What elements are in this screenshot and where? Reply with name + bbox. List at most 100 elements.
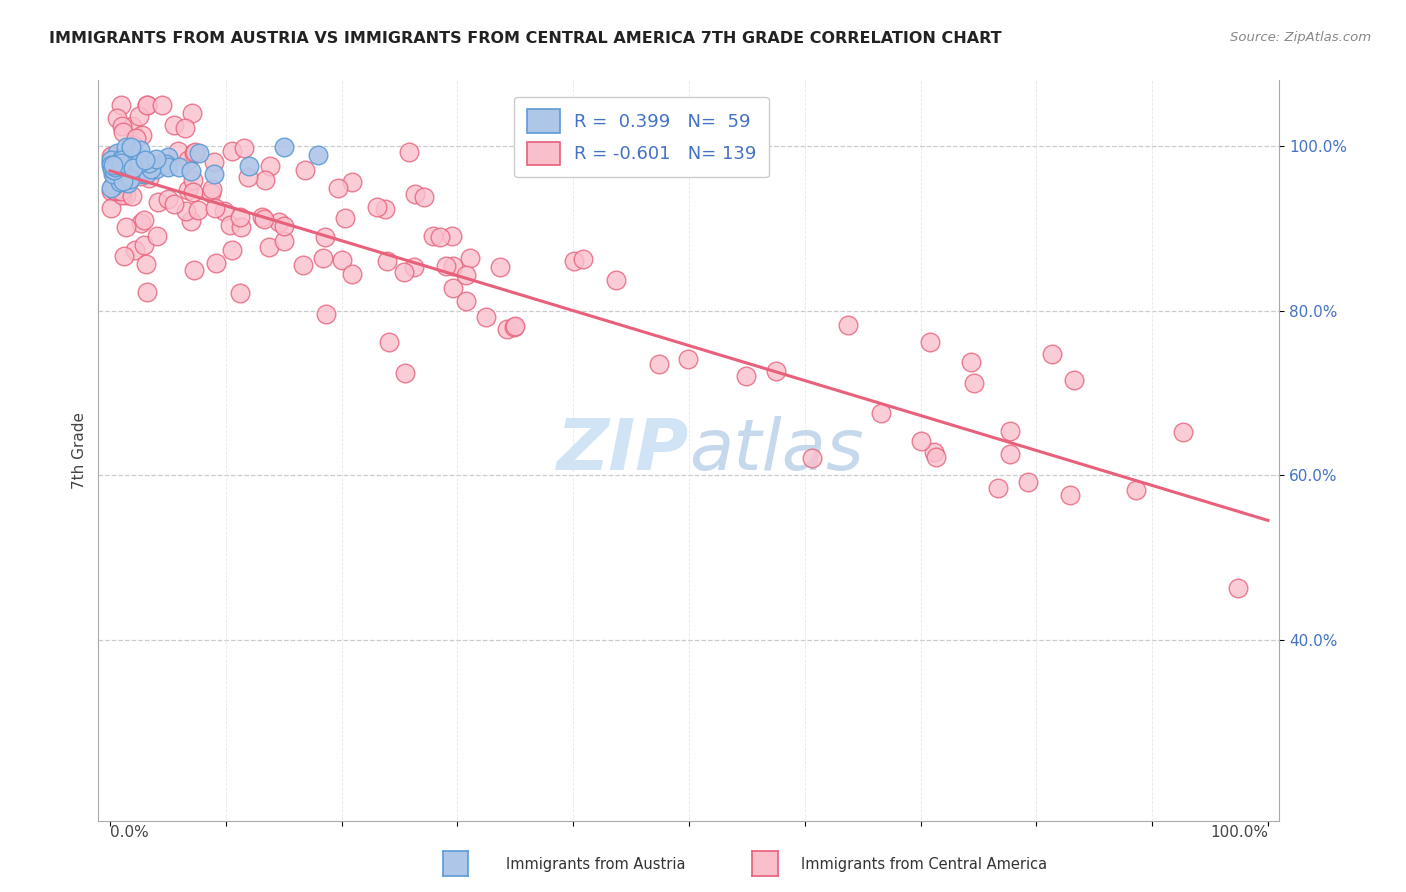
Point (115, 187, 138, 202)
Point (103, 168, 125, 182)
Point (441, 281, 464, 295)
Point (105, 152, 128, 166)
Point (134, 212, 156, 227)
Point (135, 98, 157, 112)
Point (136, 285, 159, 300)
Point (180, 164, 202, 178)
Point (110, 185, 132, 199)
Point (314, 230, 336, 244)
Point (183, 185, 205, 199)
Point (918, 334, 941, 349)
Point (105, 111, 128, 125)
Point (998, 447, 1021, 461)
Point (429, 229, 451, 244)
Point (127, 155, 149, 169)
Point (104, 183, 127, 197)
Point (117, 153, 139, 168)
Point (378, 334, 401, 349)
Point (342, 175, 364, 189)
Point (1171, 425, 1194, 439)
Point (129, 169, 152, 183)
Point (1000, 424, 1022, 438)
Point (254, 173, 277, 187)
Point (163, 196, 186, 211)
Point (232, 141, 254, 155)
Point (202, 154, 225, 169)
Point (959, 355, 981, 369)
Point (100, 154, 122, 169)
Point (460, 251, 482, 265)
Point (176, 203, 198, 218)
Point (103, 163, 125, 178)
Point (503, 318, 526, 333)
Point (1059, 487, 1081, 501)
Point (117, 159, 139, 173)
Point (135, 168, 157, 182)
Point (100, 201, 122, 215)
Point (177, 183, 200, 197)
Point (131, 128, 153, 143)
Point (110, 159, 132, 173)
Point (187, 146, 209, 161)
Point (837, 318, 859, 332)
Point (100, 149, 122, 163)
Point (121, 150, 143, 164)
Point (987, 481, 1010, 495)
Point (183, 262, 205, 277)
Point (562, 254, 585, 268)
Point (375, 254, 398, 268)
Point (201, 181, 224, 195)
Point (150, 98, 173, 112)
Point (205, 256, 228, 270)
Text: atlas: atlas (689, 416, 863, 485)
Point (1063, 373, 1085, 387)
Point (502, 320, 524, 334)
Point (489, 260, 512, 274)
Point (250, 210, 273, 224)
Point (162, 118, 184, 132)
Point (273, 234, 295, 248)
Point (1017, 475, 1039, 489)
Point (962, 376, 984, 390)
Point (129, 216, 152, 230)
Point (495, 322, 517, 336)
Text: ZIP: ZIP (557, 416, 689, 485)
Point (204, 201, 226, 215)
Point (200, 186, 222, 200)
Point (117, 141, 139, 155)
Point (183, 145, 205, 159)
Point (101, 161, 124, 175)
Point (605, 273, 627, 287)
Point (180, 214, 202, 228)
Point (108, 175, 131, 189)
Point (110, 168, 132, 182)
Point (104, 184, 127, 198)
Point (257, 240, 280, 254)
Point (765, 364, 787, 378)
Point (221, 144, 243, 158)
Point (229, 220, 252, 235)
Point (100, 158, 122, 172)
Point (112, 125, 135, 139)
Y-axis label: 7th Grade: 7th Grade (72, 412, 87, 489)
Point (228, 286, 250, 301)
Point (155, 157, 177, 171)
Text: 0.0%: 0.0% (110, 825, 149, 839)
Point (800, 451, 823, 466)
Point (146, 229, 169, 244)
Point (121, 119, 143, 133)
Point (103, 158, 125, 172)
Point (267, 215, 290, 229)
Point (456, 268, 478, 282)
Point (366, 201, 388, 215)
Point (100, 153, 122, 168)
Point (135, 257, 157, 271)
Point (173, 121, 195, 136)
Point (134, 153, 156, 168)
Point (117, 176, 139, 190)
Point (157, 160, 180, 174)
Point (150, 155, 173, 169)
Point (183, 146, 205, 161)
Point (128, 109, 150, 123)
Point (167, 144, 190, 158)
